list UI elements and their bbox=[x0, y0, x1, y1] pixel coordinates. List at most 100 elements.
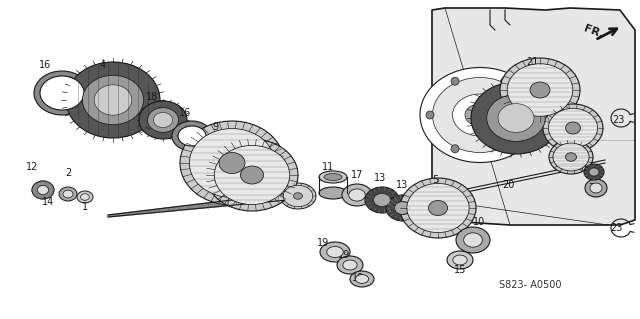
Ellipse shape bbox=[320, 242, 350, 262]
Ellipse shape bbox=[349, 189, 365, 201]
Text: 10: 10 bbox=[473, 217, 485, 227]
Ellipse shape bbox=[549, 140, 593, 174]
Ellipse shape bbox=[433, 78, 527, 152]
Ellipse shape bbox=[180, 121, 284, 205]
Ellipse shape bbox=[543, 104, 603, 152]
Ellipse shape bbox=[343, 260, 357, 270]
Ellipse shape bbox=[241, 166, 264, 184]
Ellipse shape bbox=[206, 139, 298, 211]
Ellipse shape bbox=[394, 202, 412, 214]
Ellipse shape bbox=[447, 251, 473, 269]
Circle shape bbox=[451, 77, 459, 85]
Polygon shape bbox=[432, 8, 635, 225]
Circle shape bbox=[451, 145, 459, 153]
Text: 20: 20 bbox=[502, 180, 514, 190]
Ellipse shape bbox=[280, 183, 316, 209]
Ellipse shape bbox=[81, 194, 90, 200]
Ellipse shape bbox=[465, 104, 495, 126]
Text: 3: 3 bbox=[195, 173, 201, 183]
Ellipse shape bbox=[585, 179, 607, 197]
Text: 16: 16 bbox=[179, 108, 191, 118]
Ellipse shape bbox=[34, 71, 90, 115]
Circle shape bbox=[426, 111, 434, 119]
Ellipse shape bbox=[38, 186, 49, 195]
Ellipse shape bbox=[453, 255, 467, 265]
Text: 15: 15 bbox=[454, 265, 466, 275]
Ellipse shape bbox=[500, 58, 580, 122]
Ellipse shape bbox=[154, 112, 173, 128]
Text: 14: 14 bbox=[42, 197, 54, 207]
Text: S823- A0500: S823- A0500 bbox=[499, 280, 561, 290]
Ellipse shape bbox=[456, 227, 490, 253]
Ellipse shape bbox=[94, 85, 132, 115]
Ellipse shape bbox=[355, 275, 369, 283]
Text: 23: 23 bbox=[612, 115, 624, 125]
Ellipse shape bbox=[487, 95, 545, 141]
Text: 2: 2 bbox=[65, 168, 71, 178]
Ellipse shape bbox=[566, 122, 580, 134]
Ellipse shape bbox=[463, 233, 483, 247]
Ellipse shape bbox=[189, 129, 275, 197]
Ellipse shape bbox=[319, 187, 347, 199]
Text: 19: 19 bbox=[338, 250, 350, 260]
Ellipse shape bbox=[386, 195, 420, 221]
Text: FR.: FR. bbox=[582, 24, 605, 40]
Ellipse shape bbox=[294, 193, 303, 199]
Ellipse shape bbox=[589, 168, 599, 176]
Text: 23: 23 bbox=[610, 223, 622, 233]
Text: 9: 9 bbox=[212, 122, 218, 132]
Ellipse shape bbox=[553, 143, 589, 171]
Ellipse shape bbox=[59, 187, 77, 201]
Text: 7: 7 bbox=[588, 183, 594, 193]
Text: 21: 21 bbox=[526, 57, 538, 67]
Text: 19: 19 bbox=[352, 273, 364, 283]
Ellipse shape bbox=[200, 137, 236, 163]
Text: 8: 8 bbox=[580, 163, 586, 173]
Polygon shape bbox=[108, 192, 298, 217]
Circle shape bbox=[501, 77, 509, 85]
Text: 13: 13 bbox=[396, 180, 408, 190]
Ellipse shape bbox=[584, 164, 604, 180]
Ellipse shape bbox=[374, 194, 390, 206]
Text: 16: 16 bbox=[39, 60, 51, 70]
Ellipse shape bbox=[429, 201, 447, 216]
Text: 17: 17 bbox=[351, 170, 363, 180]
Ellipse shape bbox=[350, 271, 374, 287]
Ellipse shape bbox=[284, 185, 313, 207]
Ellipse shape bbox=[32, 181, 54, 199]
Ellipse shape bbox=[342, 184, 372, 206]
Ellipse shape bbox=[507, 64, 573, 116]
Text: 11: 11 bbox=[322, 162, 334, 172]
Text: 4: 4 bbox=[100, 60, 106, 70]
Ellipse shape bbox=[63, 190, 73, 198]
Text: 13: 13 bbox=[374, 173, 386, 183]
Text: 19: 19 bbox=[317, 238, 329, 248]
Circle shape bbox=[526, 111, 534, 119]
Ellipse shape bbox=[219, 152, 245, 174]
Text: 5: 5 bbox=[432, 175, 438, 185]
Ellipse shape bbox=[207, 142, 229, 158]
Text: 1: 1 bbox=[82, 202, 88, 212]
Text: 18: 18 bbox=[146, 92, 158, 102]
Ellipse shape bbox=[498, 104, 534, 132]
Ellipse shape bbox=[66, 62, 160, 138]
Text: 6: 6 bbox=[510, 98, 516, 108]
Ellipse shape bbox=[147, 108, 179, 132]
Ellipse shape bbox=[365, 187, 399, 213]
Ellipse shape bbox=[452, 94, 508, 136]
Ellipse shape bbox=[178, 126, 206, 146]
Ellipse shape bbox=[83, 75, 143, 125]
Ellipse shape bbox=[407, 183, 469, 233]
Ellipse shape bbox=[548, 108, 598, 148]
Ellipse shape bbox=[172, 121, 212, 151]
Ellipse shape bbox=[420, 68, 540, 162]
Text: 12: 12 bbox=[26, 162, 38, 172]
Ellipse shape bbox=[471, 82, 561, 154]
Ellipse shape bbox=[40, 76, 84, 110]
Ellipse shape bbox=[139, 101, 187, 139]
Text: 24: 24 bbox=[561, 145, 573, 155]
Ellipse shape bbox=[566, 153, 577, 161]
Ellipse shape bbox=[400, 178, 476, 238]
Ellipse shape bbox=[337, 256, 363, 274]
Ellipse shape bbox=[38, 186, 49, 195]
